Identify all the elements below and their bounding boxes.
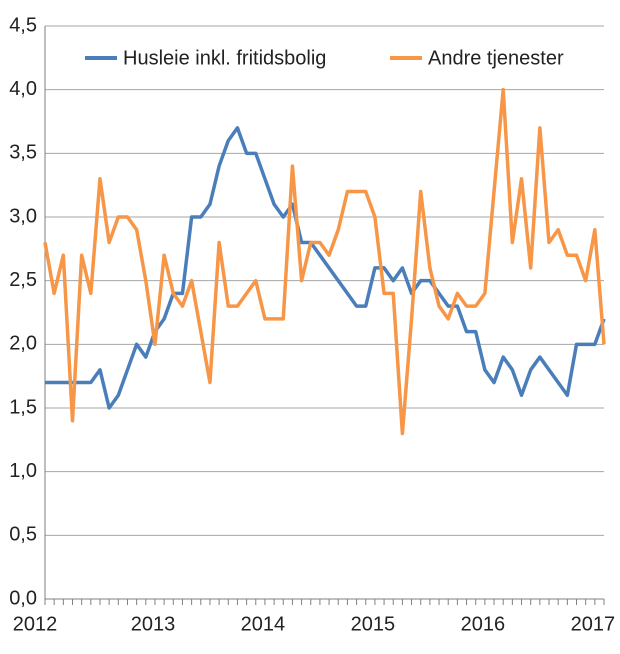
y-tick-label: 0,0 [9, 587, 37, 609]
x-tick-label: 2017 [571, 613, 616, 635]
x-tick-label: 2012 [13, 613, 58, 635]
y-tick-label: 1,5 [9, 396, 37, 418]
legend-label: Husleie inkl. fritidsbolig [123, 47, 326, 69]
x-tick-label: 2016 [461, 613, 506, 635]
x-tick-label: 2013 [131, 613, 176, 635]
y-tick-label: 3,5 [9, 142, 37, 164]
y-tick-label: 0,5 [9, 524, 37, 546]
y-tick-label: 2,0 [9, 333, 37, 355]
y-tick-label: 2,5 [9, 269, 37, 291]
y-tick-label: 1,0 [9, 460, 37, 482]
series-line [43, 87, 606, 436]
y-tick-label: 4,5 [9, 14, 37, 36]
y-tick-label: 3,0 [9, 205, 37, 227]
x-tick-label: 2015 [351, 613, 396, 635]
legend-label: Andre tjenester [428, 47, 564, 69]
x-tick-label: 2014 [241, 613, 286, 635]
y-tick-label: 4,0 [9, 78, 37, 100]
series-line [45, 126, 606, 410]
